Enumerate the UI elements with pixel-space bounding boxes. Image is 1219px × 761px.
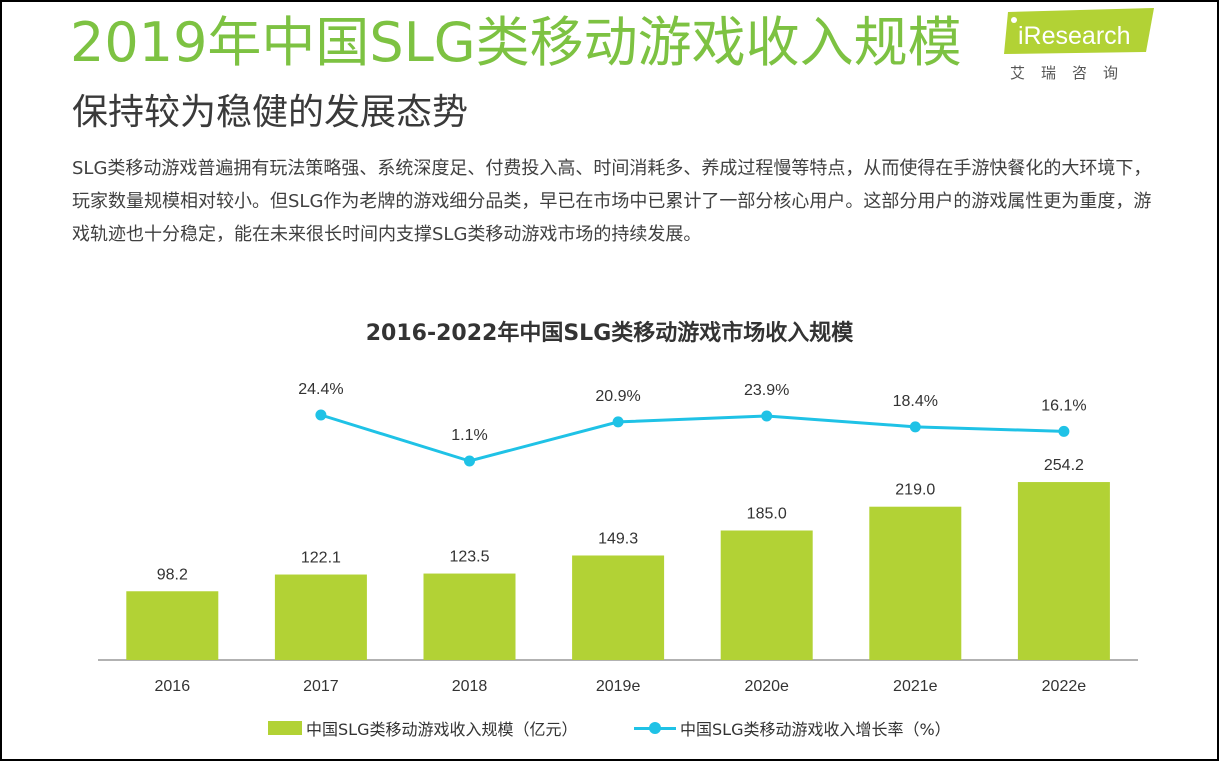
growth-rate-line	[320, 413, 1064, 463]
growth-rate-point	[315, 409, 327, 421]
iresearch-logo: iResearch 艾瑞咨询	[1004, 8, 1156, 82]
growth-rate-point	[612, 416, 624, 428]
revenue-bar	[423, 573, 516, 660]
growth-rate-label: 24.4%	[298, 381, 343, 398]
logo-chinese-name: 艾瑞咨询	[1010, 64, 1135, 82]
revenue-bar-label: 254.2	[1044, 457, 1084, 474]
growth-rate-point	[909, 421, 921, 433]
x-tick-label: 2017	[303, 678, 339, 695]
x-tick-label: 2019e	[596, 678, 641, 695]
chart-title: 2016-2022年中国SLG类移动游戏市场收入规模	[365, 321, 854, 346]
revenue-bar	[274, 574, 367, 660]
x-tick-label: 2021e	[893, 678, 938, 695]
page-title: 2019年中国SLG类移动游戏收入规模	[70, 11, 962, 74]
revenue-bar-label: 98.2	[157, 566, 188, 583]
legend-item-revenue: 中国SLG类移动游戏收入规模（亿元）	[268, 716, 577, 740]
growth-rate-label: 23.9%	[744, 382, 789, 399]
legend-label-revenue: 中国SLG类移动游戏收入规模（亿元）	[306, 720, 578, 739]
x-tick-label: 2020e	[744, 678, 789, 695]
growth-rate-point	[761, 410, 773, 422]
description-paragraph: SLG类移动游戏普遍拥有玩法策略强、系统深度足、付费投入高、时间消耗多、养成过程…	[72, 158, 1152, 245]
revenue-bar-label: 185.0	[747, 506, 787, 523]
page-subtitle: 保持较为稳健的发展态势	[72, 92, 469, 133]
legend-label-growth: 中国SLG类移动游戏收入增长率（%）	[680, 720, 951, 739]
growth-rate-label: 16.1%	[1041, 397, 1086, 414]
growth-rate-label: 20.9%	[595, 388, 640, 405]
x-tick-label: 2022e	[1042, 678, 1087, 695]
growth-rate-point	[464, 455, 475, 467]
revenue-bar	[1017, 482, 1110, 660]
growth-rate-point	[1058, 425, 1070, 437]
revenue-chart: 98.2 2016 122.1 2017 123.5 2018 149.3 2019e 185.…	[98, 381, 1138, 695]
chart-legend: 中国SLG类移动游戏收入规模（亿元） 中国SLG类移动游戏收入增长率（%）	[0, 716, 1219, 740]
growth-rate-label: 18.4%	[893, 393, 938, 410]
x-tick-label: 2016	[155, 678, 191, 695]
revenue-bar	[720, 530, 813, 660]
revenue-bar-label: 122.1	[301, 550, 341, 567]
revenue-bar	[869, 506, 962, 660]
revenue-bar	[126, 591, 219, 660]
legend-item-growth: 中国SLG类移动游戏收入增长率（%）	[634, 716, 951, 740]
revenue-bar-label: 149.3	[598, 530, 638, 547]
line-swatch-icon	[634, 721, 676, 735]
x-tick-label: 2018	[452, 678, 488, 695]
logo-wordmark: iResearch	[1018, 22, 1131, 50]
revenue-bar-label: 123.5	[449, 549, 489, 566]
revenue-bar	[572, 555, 665, 660]
logo-banner-icon	[1004, 8, 1154, 54]
revenue-bar-label: 219.0	[895, 482, 935, 499]
growth-rate-label: 1.1%	[451, 427, 487, 444]
bar-swatch-icon	[268, 721, 302, 735]
